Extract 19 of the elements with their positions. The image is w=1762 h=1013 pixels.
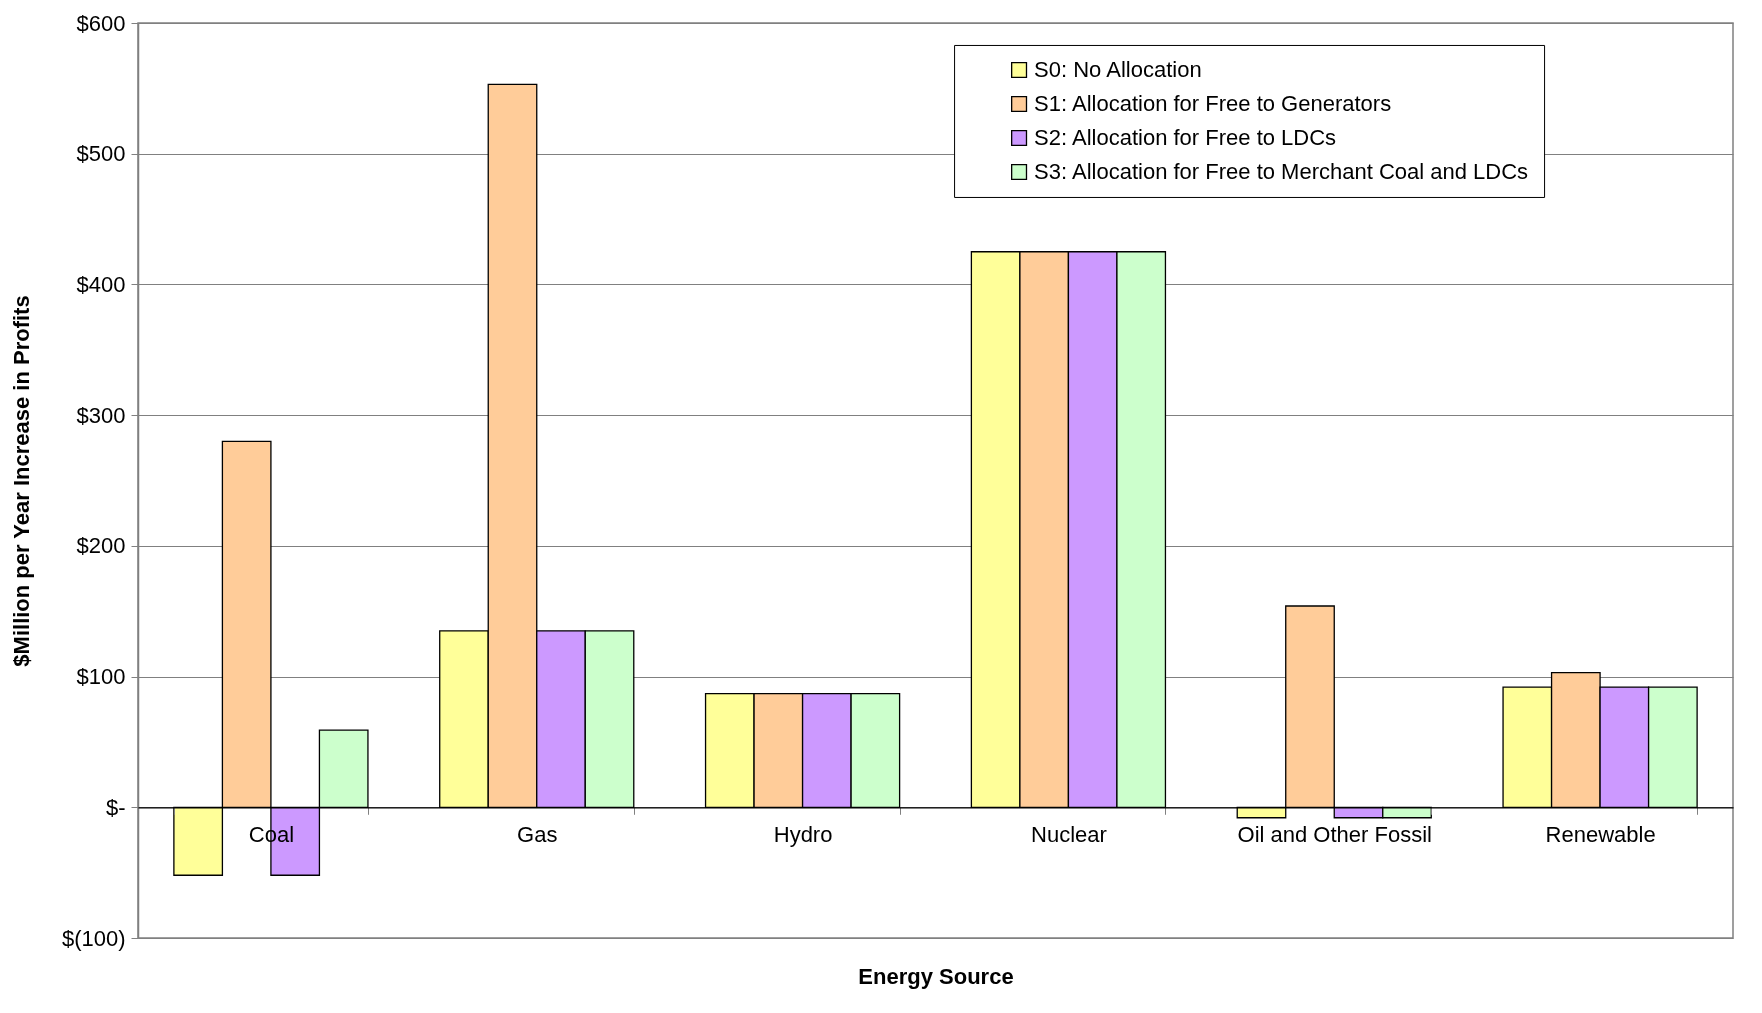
x-axis-title: Energy Source (858, 963, 1014, 989)
legend-label: S0: No Allocation (1034, 56, 1202, 82)
y-tick-label: $- (105, 794, 126, 820)
x-tick-label: Oil and Other Fossil (1237, 821, 1432, 847)
y-tick-label: $400 (76, 271, 126, 297)
x-tick-label: Hydro (773, 821, 833, 847)
x-tick-label: Gas (517, 821, 558, 847)
legend-label: S3: Allocation for Free to Merchant Coal and LDCs (1034, 158, 1529, 184)
y-tick-label: $100 (76, 664, 126, 690)
x-tick-label: Nuclear (1031, 821, 1107, 847)
x-tick-label: Renewable (1545, 821, 1656, 847)
legend-label: S2: Allocation for Free to LDCs (1034, 124, 1337, 150)
legend-label: S1: Allocation for Free to Generators (1034, 90, 1392, 116)
y-tick-label: $200 (76, 533, 126, 559)
y-tick-label: $500 (76, 141, 126, 167)
y-tick-label: $300 (76, 402, 126, 428)
y-tick-label: $600 (76, 10, 126, 36)
y-axis-title: $Million per Year Increase in Profits (8, 295, 34, 667)
y-tick-label: $(100) (61, 925, 126, 951)
